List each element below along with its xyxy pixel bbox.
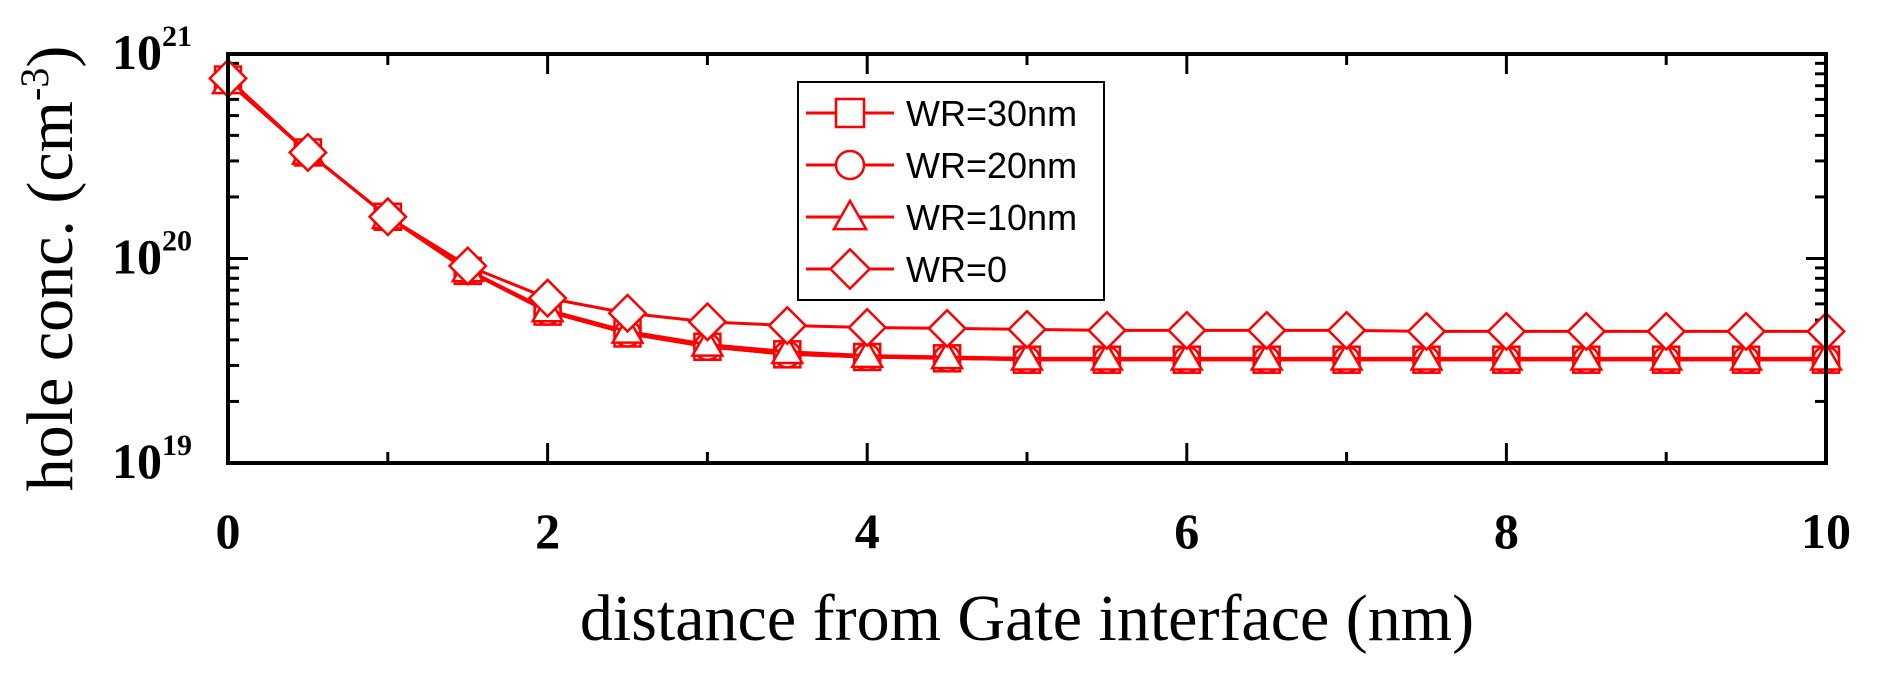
data-point-triangle [1409,340,1444,371]
data-point-diamond [1086,310,1127,351]
data-series [208,58,1846,463]
y-tick-label: 10 19 [112,429,192,489]
plot-frame [226,52,1828,465]
legend-entry: WR=30nm [806,93,1077,134]
y-tick-base: 10 [112,433,162,489]
data-point-diamond [687,301,728,342]
data-point-diamond [1486,311,1527,352]
x-tick-label: 4 [855,503,880,559]
series-diamond [208,58,1846,463]
legend-marker-square [834,97,866,129]
data-point-diamond [607,293,648,334]
legend-label: WR=20nm [906,145,1077,186]
legend-marker-triangle [831,198,869,231]
data-point-triangle [1169,340,1204,371]
series-line [226,74,1826,463]
x-tick-label: 8 [1494,503,1519,559]
legend-marker-circle [834,149,866,181]
data-point-triangle [690,326,725,357]
y-tick-exponent: 21 [162,20,192,53]
data-point-triangle [1649,340,1684,371]
x-tick-label: 6 [1174,503,1199,559]
data-point-diamond [1007,309,1047,350]
data-point-triangle [1009,340,1045,371]
data-point-diamond [1166,310,1207,351]
legend-label: WR=30nm [906,93,1077,134]
data-point-diamond [1566,311,1607,352]
data-point-diamond [767,305,808,346]
legend-entry: WR=10nm [806,197,1077,238]
data-point-diamond [927,308,968,349]
y-tick-label: 10 21 [112,20,192,80]
y-tick-base: 10 [112,24,162,80]
data-point-diamond [1646,311,1687,352]
legend-entry: WR=20nm [806,145,1077,186]
y-axis-title: hole conc. (cm-3) [12,46,87,492]
data-point-diamond [527,278,568,319]
data-point-diamond [1326,310,1367,351]
data-point-triangle [1329,340,1364,371]
x-axis-title: distance from Gate interface (nm) [580,582,1474,655]
data-point-triangle [929,339,965,370]
data-point-triangle [770,334,805,365]
y-tick-exponent: 19 [162,429,192,462]
legend-marker-diamond [828,247,872,291]
data-point-triangle [1728,340,1764,371]
data-point-triangle [850,338,885,369]
data-point-diamond [1406,311,1447,352]
legend: WR=30nm WR=20nm WR=10nm WR=0 [797,81,1105,301]
y-tick-label: 10 20 [112,225,192,285]
data-point-diamond [447,245,488,286]
data-point-diamond [367,196,408,237]
data-point-triangle [1089,340,1125,371]
y-axis-title-main: hole conc. (cm [14,101,87,491]
x-tick-label: 0 [216,503,241,559]
data-point-diamond [287,132,328,173]
legend-label: WR=0 [906,249,1007,290]
data-point-diamond [847,307,888,348]
legend-entry: WR=0 [806,247,1007,291]
data-point-diamond [1246,310,1287,351]
x-tick-label: 10 [1801,503,1851,559]
series-line [226,78,1826,463]
legend-label: WR=10nm [906,197,1077,238]
y-axis-title-close: ) [14,46,87,68]
data-point-triangle [1249,340,1284,371]
x-tick-labels: 0 2 4 6 8 10 [216,503,1852,559]
data-point-diamond [1726,311,1767,352]
x-tick-label: 2 [535,503,560,559]
y-tick-base: 10 [112,229,162,285]
data-point-triangle [1489,340,1524,371]
y-axis-title-superscript: -3 [12,68,57,101]
y-tick-exponent: 20 [162,225,192,258]
data-point-triangle [1569,340,1604,371]
